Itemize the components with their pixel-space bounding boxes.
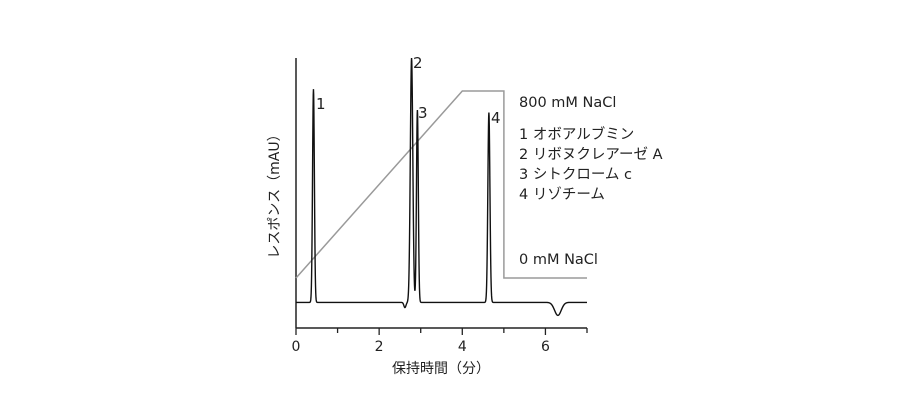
x-axis-title: 保持時間（分） [392,361,490,377]
gradient-low-label: 0 mM NaCl [519,252,598,268]
legend-item-4: 4 リゾチーム [519,186,605,203]
y-axis-title: レスポンス（mAU） [267,127,283,258]
chromatogram-trace [296,57,587,317]
x-tick-label-4: 4 [458,339,467,355]
x-tick-label-6: 6 [541,339,550,355]
peak-label-1: 1 [316,95,326,113]
legend-item-2: 2 リボヌクレアーゼ A [519,146,663,163]
peak-label-4: 4 [491,109,501,127]
x-axis-tick-labels: 0 2 4 6 [292,339,550,355]
salt-gradient-line [295,90,587,279]
x-tick-label-2: 2 [375,339,384,355]
peak-label-3: 3 [418,104,428,122]
x-axis-ticks [295,328,588,335]
legend-item-1: 1 オボアルブミン [519,125,634,143]
peak-label-2: 2 [413,54,423,72]
gradient-high-label: 800 mM NaCl [519,95,616,111]
legend-item-3: 3 シトクローム c [519,166,632,183]
x-tick-label-0: 0 [292,339,301,355]
peak-legend: 1 オボアルブミン 2 リボヌクレアーゼ A 3 シトクローム c 4 リゾチー… [519,125,663,203]
